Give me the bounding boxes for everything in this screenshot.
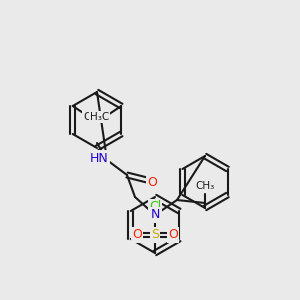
Text: CH₃: CH₃ — [195, 181, 214, 191]
Text: S: S — [151, 229, 159, 242]
Text: O: O — [147, 176, 157, 188]
Text: CH₃: CH₃ — [83, 112, 102, 122]
Text: O: O — [132, 229, 142, 242]
Text: Cl: Cl — [149, 200, 161, 214]
Text: H₃C: H₃C — [90, 112, 109, 122]
Text: O: O — [168, 229, 178, 242]
Text: HN: HN — [90, 152, 108, 164]
Text: N: N — [150, 208, 160, 221]
